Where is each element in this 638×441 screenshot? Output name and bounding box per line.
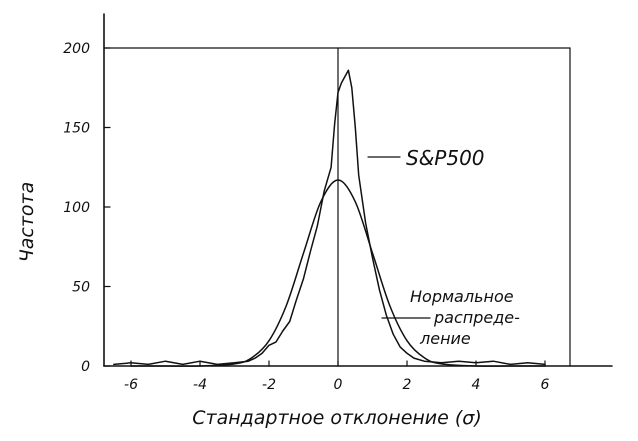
x-tick-label: 2: [403, 377, 412, 393]
x-tick-label: -2: [262, 377, 276, 393]
y-tick-label: 0: [81, 359, 90, 375]
x-ticks: -6 -4 -2 0 2 4 6: [124, 360, 550, 393]
annotation-normal-line2: распреде-: [433, 308, 520, 327]
series-line-normal: [130, 179, 546, 367]
annotation-normal-line1: Нормальное: [410, 287, 514, 306]
series-line-sp500: [113, 69, 546, 366]
annotation-sp500: S&P500: [406, 146, 485, 170]
y-tick-label: 150: [63, 121, 90, 137]
y-ticks: 0 50 100 150 200: [63, 41, 111, 375]
y-axis-label: Частота: [16, 182, 38, 263]
x-tick-label: 4: [472, 377, 481, 393]
x-axis-label: Стандартное отклонение (σ): [192, 407, 482, 429]
y-tick-label: 200: [63, 41, 90, 57]
annotation-normal-line3: ление: [419, 329, 471, 348]
x-tick-label: -6: [124, 377, 138, 393]
y-tick-label: 50: [72, 280, 90, 296]
x-tick-label: 6: [541, 377, 550, 393]
x-tick-label: -4: [193, 377, 207, 393]
y-tick-label: 100: [63, 200, 90, 216]
x-tick-label: 0: [334, 377, 343, 393]
